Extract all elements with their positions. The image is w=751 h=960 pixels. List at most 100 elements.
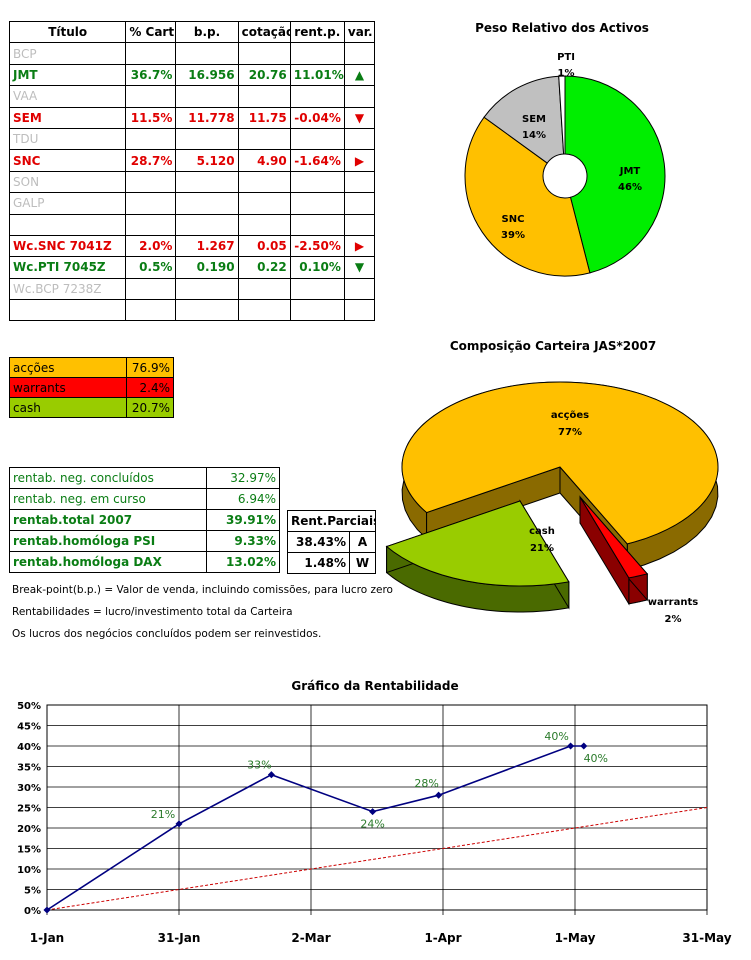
portfolio-cell-pct: 11.5% bbox=[125, 106, 177, 129]
pie2-slice-top bbox=[401, 381, 719, 545]
portfolio-header-cell: % Cart bbox=[125, 20, 177, 44]
portfolio-cell-cot bbox=[237, 42, 291, 65]
portfolio-header-cell: rent.p. bbox=[289, 20, 345, 44]
portfolio-cell-cot bbox=[237, 85, 291, 108]
pie1-value-label: 14% bbox=[522, 130, 546, 141]
returns-value: 9.33% bbox=[205, 530, 281, 552]
portfolio-row: SON bbox=[8, 170, 376, 194]
portfolio-cell-pct bbox=[125, 277, 177, 301]
portfolio-cell-rent bbox=[289, 277, 345, 301]
pie2-category-label: acções bbox=[551, 410, 589, 421]
allocation-row: warrants 2.4% bbox=[9, 377, 174, 398]
line-x-tick-label: 31-Jan bbox=[158, 931, 201, 945]
portfolio-cell-bp bbox=[175, 85, 239, 108]
portfolio-row: BCP bbox=[8, 42, 376, 65]
portfolio-row: GALP bbox=[8, 192, 376, 215]
portfolio-cell-var bbox=[343, 192, 376, 215]
returns-row: rentab. neg. concluídos 32.97% bbox=[9, 467, 281, 489]
note-breakpoint: Break-point(b.p.) = Valor de venda, incl… bbox=[12, 584, 393, 596]
portfolio-row: Wc.SNC 7041Z 2.0% 1.267 0.05 -2.50% ▶ bbox=[8, 234, 376, 258]
pie2-value-label: 2% bbox=[665, 614, 682, 625]
allocation-label: warrants bbox=[9, 377, 127, 398]
portfolio-cell-name: SEM bbox=[8, 106, 127, 129]
line-x-tick-label: 1-May bbox=[555, 931, 596, 945]
portfolio-cell-rent bbox=[289, 85, 345, 108]
pie1-value-label: 1% bbox=[558, 68, 575, 79]
portfolio-cell-name: GALP bbox=[8, 192, 127, 215]
portfolio-cell-var: ▼ bbox=[343, 256, 376, 279]
pie2-category-label: warrants bbox=[648, 597, 698, 608]
portfolio-cell-name: Wc.SNC 7041Z bbox=[8, 234, 127, 258]
pie1-category-label: SEM bbox=[522, 114, 546, 125]
allocation-label: acções bbox=[9, 357, 127, 378]
portfolio-cell-var bbox=[343, 42, 376, 65]
portfolio-composition-pie-chart: Composição Carteira JAS*2007 acções 77% cas… bbox=[385, 339, 719, 625]
portfolio-cell-cot bbox=[237, 213, 291, 236]
portfolio-row: SNC 28.7% 5.120 4.90 -1.64% ▶ bbox=[8, 149, 376, 172]
portfolio-cell-pct bbox=[125, 192, 177, 215]
portfolio-header-cell: var. bbox=[343, 20, 376, 44]
returns-value: 39.91% bbox=[205, 509, 281, 531]
portfolio-cell-cot: 0.22 bbox=[237, 256, 291, 279]
portfolio-cell-bp bbox=[175, 170, 239, 194]
portfolio-cell-rent: 11.01% bbox=[289, 63, 345, 87]
partial-tag-a: A bbox=[348, 531, 377, 553]
portfolio-cell-name: JMT bbox=[8, 63, 127, 87]
portfolio-cell-pct bbox=[125, 127, 177, 151]
portfolio-cell-var: ▼ bbox=[343, 106, 376, 129]
line-data-label: 28% bbox=[414, 777, 438, 790]
portfolio-row: TDU bbox=[8, 127, 376, 151]
returns-row: rentab.homóloga DAX 13.02% bbox=[9, 551, 281, 573]
returns-value: 6.94% bbox=[205, 488, 281, 510]
partial-returns-table: Rent.Parciais 38.43% A 1.48% W bbox=[286, 510, 377, 574]
portfolio-cell-bp bbox=[175, 277, 239, 301]
portfolio-cell-pct: 0.5% bbox=[125, 256, 177, 279]
line-data-label: 33% bbox=[247, 759, 271, 772]
portfolio-cell-bp bbox=[175, 192, 239, 215]
portfolio-cell-name: VAA bbox=[8, 85, 127, 108]
portfolio-cell-name: SON bbox=[8, 170, 127, 194]
line-y-tick-label: 5% bbox=[24, 886, 41, 897]
pie2-slice-top bbox=[579, 496, 649, 579]
line-y-tick-label: 15% bbox=[17, 845, 41, 856]
portfolio-cell-var bbox=[343, 213, 376, 236]
pie1-title: Peso Relativo dos Activos bbox=[475, 21, 649, 35]
portfolio-cell-rent bbox=[289, 127, 345, 151]
portfolio-cell-bp: 1.267 bbox=[175, 234, 239, 258]
line-y-tick-label: 20% bbox=[17, 824, 41, 835]
portfolio-row: Wc.BCP 7238Z bbox=[8, 277, 376, 301]
portfolio-cell-cot: 4.90 bbox=[237, 149, 291, 172]
pie1-value-label: 46% bbox=[618, 182, 642, 193]
line-x-tick-label: 1-Apr bbox=[424, 931, 461, 945]
portfolio-cell-rent bbox=[289, 213, 345, 236]
portfolio-cell-name: BCP bbox=[8, 42, 127, 65]
portfolio-cell-name: Wc.BCP 7238Z bbox=[8, 277, 127, 301]
portfolio-header-cell: cotação bbox=[237, 20, 291, 44]
line-data-label: 40% bbox=[584, 752, 608, 765]
line-data-label: 21% bbox=[151, 808, 175, 821]
partial-tag-w: W bbox=[348, 552, 377, 574]
portfolio-cell-var bbox=[343, 299, 376, 322]
allocation-value: 76.9% bbox=[126, 357, 174, 378]
allocation-label: cash bbox=[9, 397, 127, 418]
portfolio-row: JMT 36.7% 16.956 20.76 11.01% ▲ bbox=[8, 63, 376, 87]
portfolio-cell-rent: 0.10% bbox=[289, 256, 345, 279]
portfolio-cell-rent bbox=[289, 170, 345, 194]
portfolio-cell-pct bbox=[125, 213, 177, 236]
portfolio-cell-var bbox=[343, 85, 376, 108]
line-data-point bbox=[580, 742, 588, 750]
portfolio-cell-bp bbox=[175, 42, 239, 65]
portfolio-cell-var bbox=[343, 277, 376, 301]
portfolio-cell-rent bbox=[289, 192, 345, 215]
portfolio-cell-name: Wc.PTI 7045Z bbox=[8, 256, 127, 279]
returns-label: rentab.homóloga DAX bbox=[9, 551, 207, 573]
portfolio-cell-rent bbox=[289, 299, 345, 322]
line-y-tick-label: 10% bbox=[17, 865, 41, 876]
portfolio-cell-cot bbox=[237, 127, 291, 151]
portfolio-cell-cot: 11.75 bbox=[237, 106, 291, 129]
pie1-slice bbox=[464, 116, 591, 277]
line-data-point bbox=[43, 906, 51, 914]
portfolio-row: Wc.PTI 7045Z 0.5% 0.190 0.22 0.10% ▼ bbox=[8, 256, 376, 279]
allocation-row: cash 20.7% bbox=[9, 397, 174, 418]
portfolio-cell-rent: -1.64% bbox=[289, 149, 345, 172]
